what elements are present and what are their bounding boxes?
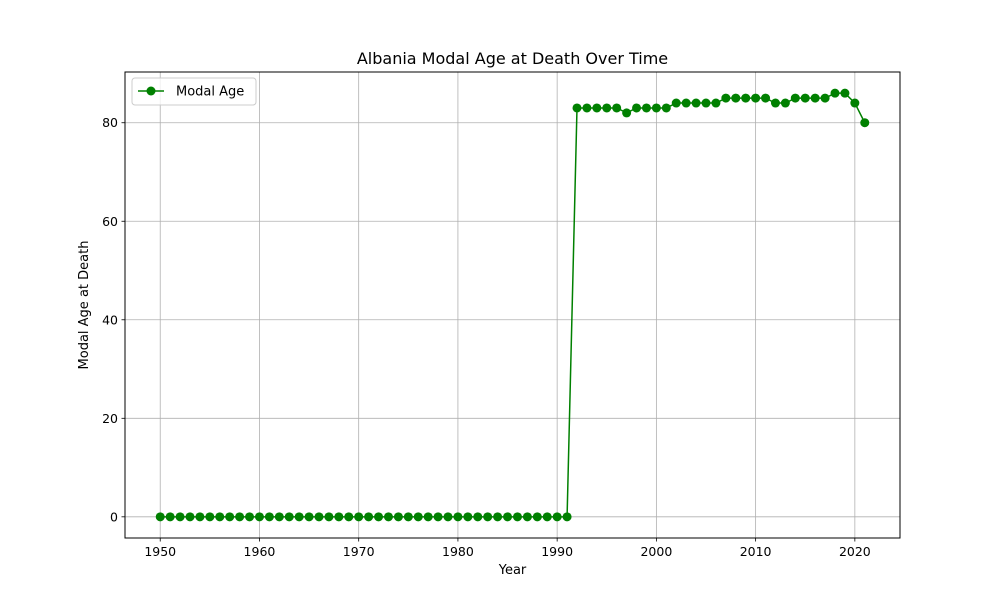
data-point <box>274 512 284 522</box>
data-point <box>761 93 771 103</box>
data-point <box>324 512 334 522</box>
legend-box <box>131 77 257 106</box>
x-tick-label: 1960 <box>244 544 276 559</box>
data-point <box>354 512 364 522</box>
data-point <box>780 98 790 108</box>
data-point <box>592 103 602 113</box>
data-point <box>810 93 820 103</box>
x-tick-label: 1990 <box>541 544 573 559</box>
data-point <box>840 88 850 98</box>
y-tick-label: 80 <box>102 115 118 130</box>
data-point <box>860 118 870 128</box>
data-point <box>175 512 185 522</box>
data-point <box>800 93 810 103</box>
data-point <box>215 512 225 522</box>
y-axis-label: Modal Age at Death <box>77 241 92 370</box>
data-point <box>661 103 671 113</box>
data-point <box>344 512 354 522</box>
data-point <box>651 103 661 113</box>
data-point <box>473 512 483 522</box>
data-point <box>820 93 830 103</box>
data-point <box>552 512 562 522</box>
data-point <box>205 512 215 522</box>
data-point <box>225 512 235 522</box>
data-point <box>751 93 761 103</box>
data-point <box>741 93 751 103</box>
data-point <box>503 512 513 522</box>
data-point <box>572 103 582 113</box>
data-point <box>731 93 741 103</box>
data-point <box>522 512 532 522</box>
data-point <box>632 103 642 113</box>
data-point <box>364 512 374 522</box>
data-point <box>403 512 413 522</box>
data-point <box>264 512 274 522</box>
data-point <box>790 93 800 103</box>
data-point <box>254 512 264 522</box>
data-point <box>245 512 255 522</box>
legend-label-modal-age: Modal Age <box>176 85 244 100</box>
data-point <box>830 88 840 98</box>
data-point <box>155 512 165 522</box>
x-axis-label: Year <box>498 563 527 578</box>
x-axis-ticks: 1950 1960 1970 1980 1990 2000 2010 2020 <box>144 538 871 559</box>
data-point <box>512 512 522 522</box>
data-point <box>711 98 721 108</box>
legend: Modal Age <box>131 77 257 106</box>
x-tick-label: 2000 <box>640 544 672 559</box>
data-point <box>383 512 393 522</box>
data-point <box>195 512 205 522</box>
data-point <box>483 512 493 522</box>
y-tick-label: 40 <box>102 312 118 327</box>
data-point <box>770 98 780 108</box>
plot-frame <box>124 71 901 539</box>
data-point <box>681 98 691 108</box>
y-tick-label: 0 <box>110 509 118 524</box>
x-tick-label: 2020 <box>839 544 871 559</box>
data-point <box>304 512 314 522</box>
data-point <box>185 512 195 522</box>
x-tick-label: 2010 <box>740 544 772 559</box>
data-point <box>433 512 443 522</box>
data-point <box>721 93 731 103</box>
data-point <box>622 108 632 118</box>
data-point <box>493 512 503 522</box>
x-tick-label: 1980 <box>442 544 474 559</box>
data-point <box>314 512 324 522</box>
y-axis-ticks: 0 20 40 60 80 <box>102 115 125 524</box>
data-point <box>423 512 433 522</box>
data-point <box>463 512 473 522</box>
data-point <box>334 512 344 522</box>
data-point <box>453 512 463 522</box>
legend-marker-swatch <box>146 86 156 96</box>
series-modal-age <box>155 88 870 522</box>
data-point <box>413 512 423 522</box>
data-point <box>294 512 304 522</box>
data-point <box>443 512 453 522</box>
data-point <box>850 98 860 108</box>
data-point <box>542 512 552 522</box>
data-point <box>701 98 711 108</box>
y-tick-label: 20 <box>102 411 118 426</box>
data-point <box>532 512 542 522</box>
data-point <box>602 103 612 113</box>
data-point <box>284 512 294 522</box>
data-point <box>612 103 622 113</box>
chart-title: Albania Modal Age at Death Over Time <box>357 49 668 68</box>
data-point <box>582 103 592 113</box>
data-point <box>374 512 384 522</box>
data-point <box>393 512 403 522</box>
data-point <box>641 103 651 113</box>
x-tick-label: 1950 <box>144 544 176 559</box>
x-tick-label: 1970 <box>343 544 375 559</box>
y-tick-label: 60 <box>102 214 118 229</box>
data-point <box>165 512 175 522</box>
data-point <box>671 98 681 108</box>
data-point <box>562 512 572 522</box>
data-point <box>691 98 701 108</box>
data-point <box>235 512 245 522</box>
